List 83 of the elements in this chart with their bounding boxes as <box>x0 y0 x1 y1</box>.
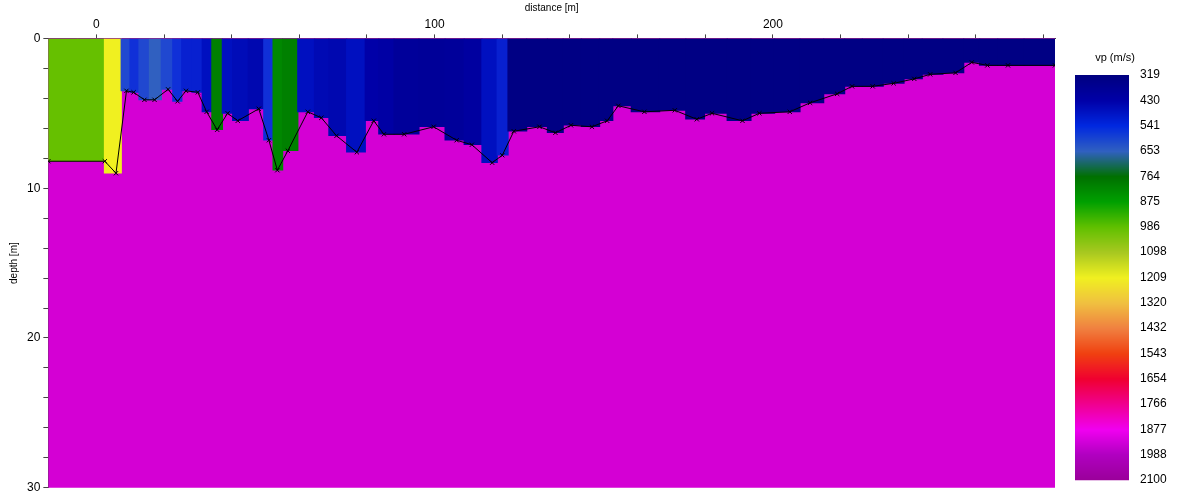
x-tick-label: 200 <box>762 16 784 31</box>
point <box>568 122 574 128</box>
point <box>927 71 933 77</box>
point <box>969 59 975 65</box>
point <box>214 127 220 133</box>
point <box>285 148 291 154</box>
color-bar-label: 1432 <box>1140 320 1168 335</box>
color-bar-label: 1877 <box>1140 421 1168 436</box>
point <box>235 118 241 124</box>
point <box>469 142 475 148</box>
point <box>489 160 495 166</box>
point <box>739 118 746 124</box>
point <box>1005 62 1011 68</box>
x-tick-label: 0 <box>93 16 101 31</box>
y-tick-label: 20 <box>26 330 41 345</box>
point <box>113 170 119 176</box>
point <box>891 80 897 86</box>
x-tick-label: 100 <box>424 16 445 31</box>
point <box>401 131 407 137</box>
y-tick-label: 0 <box>33 30 41 45</box>
point <box>225 110 231 116</box>
color-bar-label: 430 <box>1140 92 1161 107</box>
point <box>102 158 108 164</box>
point <box>130 89 137 95</box>
point <box>615 103 621 109</box>
point <box>381 131 387 137</box>
point <box>195 89 201 95</box>
point <box>952 70 959 76</box>
color-bar-label: 2100 <box>1140 472 1168 487</box>
color-bar-label: 319 <box>1140 67 1161 82</box>
point <box>694 116 700 122</box>
point <box>371 118 377 124</box>
point <box>454 137 460 143</box>
point <box>431 124 437 130</box>
point <box>870 83 876 89</box>
color-bar-label: 541 <box>1140 117 1161 132</box>
color-bar-label: 1209 <box>1140 269 1168 284</box>
point <box>984 62 990 68</box>
point <box>834 91 840 97</box>
point <box>807 100 813 106</box>
point <box>756 110 762 116</box>
color-bar-label: 1766 <box>1140 396 1168 411</box>
color-bar-label: 1543 <box>1140 345 1168 360</box>
color-bar-label: 1320 <box>1140 294 1168 309</box>
color-bar-label: 1654 <box>1140 370 1168 385</box>
color-bar-title: vp (m/s) <box>1095 51 1135 64</box>
point <box>266 137 272 143</box>
point <box>604 118 610 124</box>
point <box>589 124 595 130</box>
y-axis-title: depth [m] <box>7 242 19 284</box>
point <box>709 110 715 116</box>
color-bar-label: 986 <box>1140 218 1161 233</box>
point <box>354 149 360 155</box>
y-tick-label: 30 <box>26 480 41 495</box>
color-bar-label: 1098 <box>1140 244 1168 259</box>
point <box>552 130 559 136</box>
point <box>256 106 262 112</box>
bar <box>346 38 366 153</box>
color-bar-label: 764 <box>1140 168 1161 183</box>
y-tick-label: 10 <box>26 180 41 195</box>
x-axis-title: distance [m] <box>524 1 579 13</box>
point <box>333 133 340 139</box>
point <box>499 152 505 158</box>
point <box>123 88 130 94</box>
point <box>305 109 311 115</box>
point <box>183 88 189 94</box>
point <box>849 83 855 89</box>
point <box>536 124 543 130</box>
point <box>141 97 148 103</box>
point <box>318 115 324 121</box>
color-bar-label: 1988 <box>1140 446 1168 461</box>
point <box>165 86 171 92</box>
point <box>911 76 917 82</box>
point <box>174 98 181 104</box>
color-bar-label: 653 <box>1140 143 1161 158</box>
color-bar-label: 875 <box>1140 193 1161 208</box>
point <box>787 109 793 115</box>
point <box>641 109 647 115</box>
point <box>274 167 280 173</box>
point <box>151 97 158 103</box>
point <box>672 107 678 113</box>
point <box>204 109 210 115</box>
point <box>511 128 517 134</box>
